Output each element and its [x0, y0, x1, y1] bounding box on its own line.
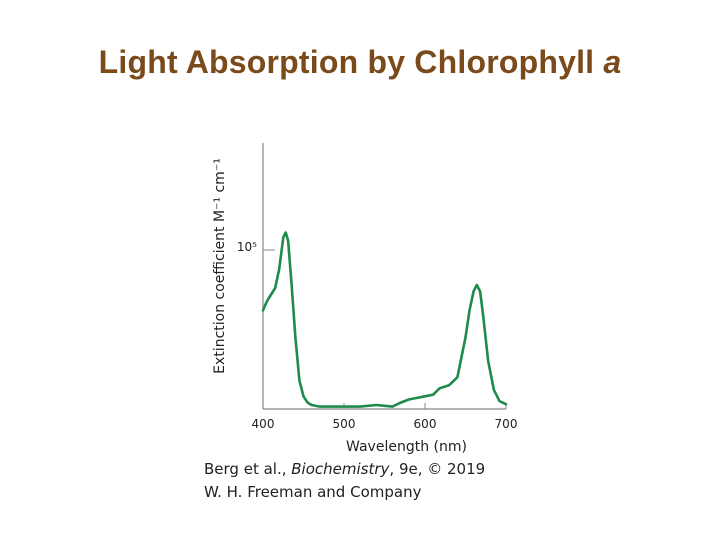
- y-axis-label: Extinction coefficient M⁻¹ cm⁻¹: [212, 158, 228, 374]
- slide-title: Light Absorption by Chlorophyll a: [98, 44, 622, 80]
- x-tick-label-600: 600: [414, 417, 437, 431]
- slide-title-italic: a: [603, 44, 622, 80]
- x-axis-label: Wavelength (nm): [346, 439, 467, 455]
- y-tick-label-100000: 10⁵: [237, 240, 257, 254]
- x-tick-label-500: 500: [333, 417, 356, 431]
- credit-line-2: W. H. Freeman and Company: [204, 483, 422, 501]
- x-tick-label-700: 700: [495, 417, 518, 431]
- x-tick-label-400: 400: [252, 417, 275, 431]
- credit-book-title: Biochemistry: [291, 460, 390, 478]
- credit-line-1: Berg et al., Biochemistry, 9e, © 2019: [204, 460, 486, 478]
- series-line-0: [261, 231, 508, 408]
